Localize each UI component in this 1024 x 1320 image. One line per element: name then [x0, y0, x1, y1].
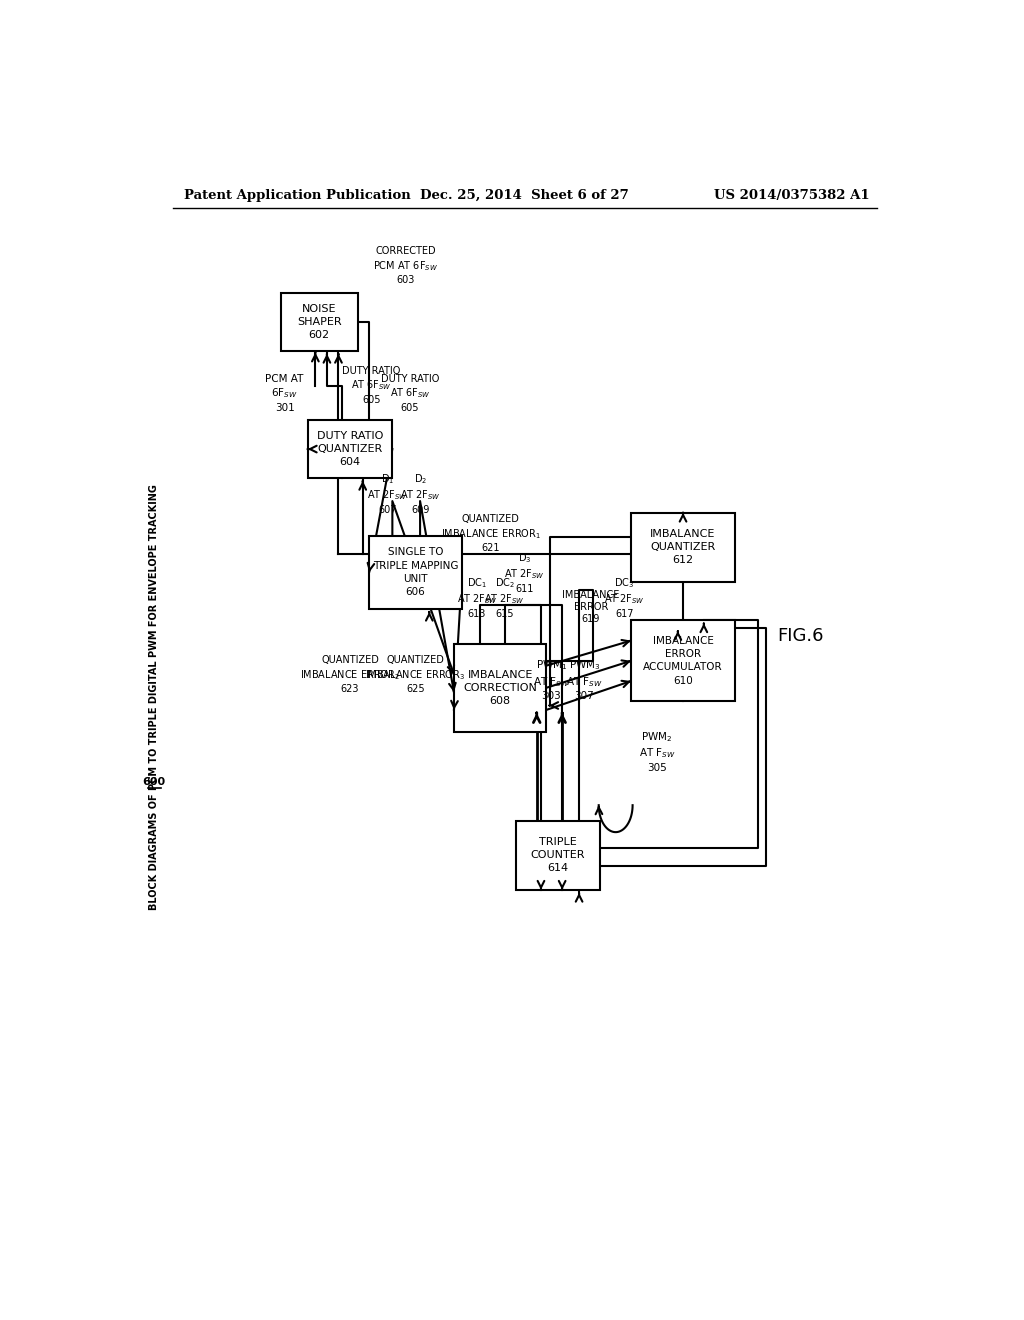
Text: Patent Application Publication: Patent Application Publication	[184, 189, 412, 202]
Text: DUTY RATIO
AT 6F$_{SW}$
605: DUTY RATIO AT 6F$_{SW}$ 605	[381, 374, 439, 413]
Text: QUANTIZED
IMBALANCE ERROR$_3$
625: QUANTIZED IMBALANCE ERROR$_3$ 625	[366, 655, 466, 694]
Text: PWM$_3$
AT F$_{SW}$
307: PWM$_3$ AT F$_{SW}$ 307	[566, 659, 603, 701]
Bar	[307, 420, 392, 478]
Text: DUTY RATIO
AT 6F$_{SW}$
605: DUTY RATIO AT 6F$_{SW}$ 605	[342, 366, 400, 405]
Text: D$_2$
AT 2F$_{SW}$
609: D$_2$ AT 2F$_{SW}$ 609	[399, 471, 440, 515]
Text: QUANTIZED
IMBALANCE ERROR$_2$
623: QUANTIZED IMBALANCE ERROR$_2$ 623	[300, 655, 400, 694]
Text: SINGLE TO
TRIPLE MAPPING
UNIT
606: SINGLE TO TRIPLE MAPPING UNIT 606	[373, 548, 458, 597]
Text: 600: 600	[142, 777, 165, 787]
Bar	[281, 293, 357, 351]
Text: IMBALANCE
ERROR
619: IMBALANCE ERROR 619	[562, 590, 620, 624]
Text: US 2014/0375382 A1: US 2014/0375382 A1	[714, 189, 869, 202]
Text: DC$_1$
AT 2F$_{SW}$
613: DC$_1$ AT 2F$_{SW}$ 613	[457, 576, 498, 619]
Text: DUTY RATIO
QUANTIZER
604: DUTY RATIO QUANTIZER 604	[316, 430, 383, 467]
Bar	[515, 821, 600, 890]
Text: NOISE
SHAPER
602: NOISE SHAPER 602	[297, 304, 342, 341]
Text: TRIPLE
COUNTER
614: TRIPLE COUNTER 614	[530, 837, 585, 874]
Text: D$_1$
AT 2F$_{SW}$
607: D$_1$ AT 2F$_{SW}$ 607	[368, 471, 409, 515]
Text: DC$_2$
AT 2F$_{SW}$
615: DC$_2$ AT 2F$_{SW}$ 615	[484, 576, 525, 619]
Text: PCM AT
6F$_{SW}$
301: PCM AT 6F$_{SW}$ 301	[265, 374, 304, 413]
Text: Dec. 25, 2014  Sheet 6 of 27: Dec. 25, 2014 Sheet 6 of 27	[421, 189, 629, 202]
Text: BLOCK DIAGRAMS OF PCM TO TRIPLE DIGITAL PWM FOR ENVELOPE TRACKING: BLOCK DIAGRAMS OF PCM TO TRIPLE DIGITAL …	[148, 484, 159, 911]
Text: IMBALANCE
CORRECTION
608: IMBALANCE CORRECTION 608	[463, 669, 538, 706]
Text: CORRECTED
PCM AT 6F$_{SW}$
603: CORRECTED PCM AT 6F$_{SW}$ 603	[373, 247, 438, 285]
Bar	[454, 644, 547, 733]
Text: PWM$_2$
AT F$_{SW}$
305: PWM$_2$ AT F$_{SW}$ 305	[639, 730, 676, 772]
Text: DC$_3$
AT 2F$_{SW}$
617: DC$_3$ AT 2F$_{SW}$ 617	[604, 576, 645, 619]
Text: QUANTIZED
IMBALANCE ERROR$_1$
621: QUANTIZED IMBALANCE ERROR$_1$ 621	[441, 513, 541, 553]
Text: FIG.6: FIG.6	[777, 627, 823, 644]
Bar	[631, 512, 735, 582]
Text: PWM$_1$
AT F$_{SW}$
303: PWM$_1$ AT F$_{SW}$ 303	[532, 659, 569, 701]
Text: IMBALANCE
QUANTIZER
612: IMBALANCE QUANTIZER 612	[650, 529, 716, 565]
Text: IMBALANCE
ERROR
ACCUMULATOR
610: IMBALANCE ERROR ACCUMULATOR 610	[643, 636, 723, 685]
Bar	[370, 536, 462, 609]
Text: D$_3$
AT 2F$_{SW}$
611: D$_3$ AT 2F$_{SW}$ 611	[504, 550, 545, 594]
Bar	[631, 620, 735, 701]
